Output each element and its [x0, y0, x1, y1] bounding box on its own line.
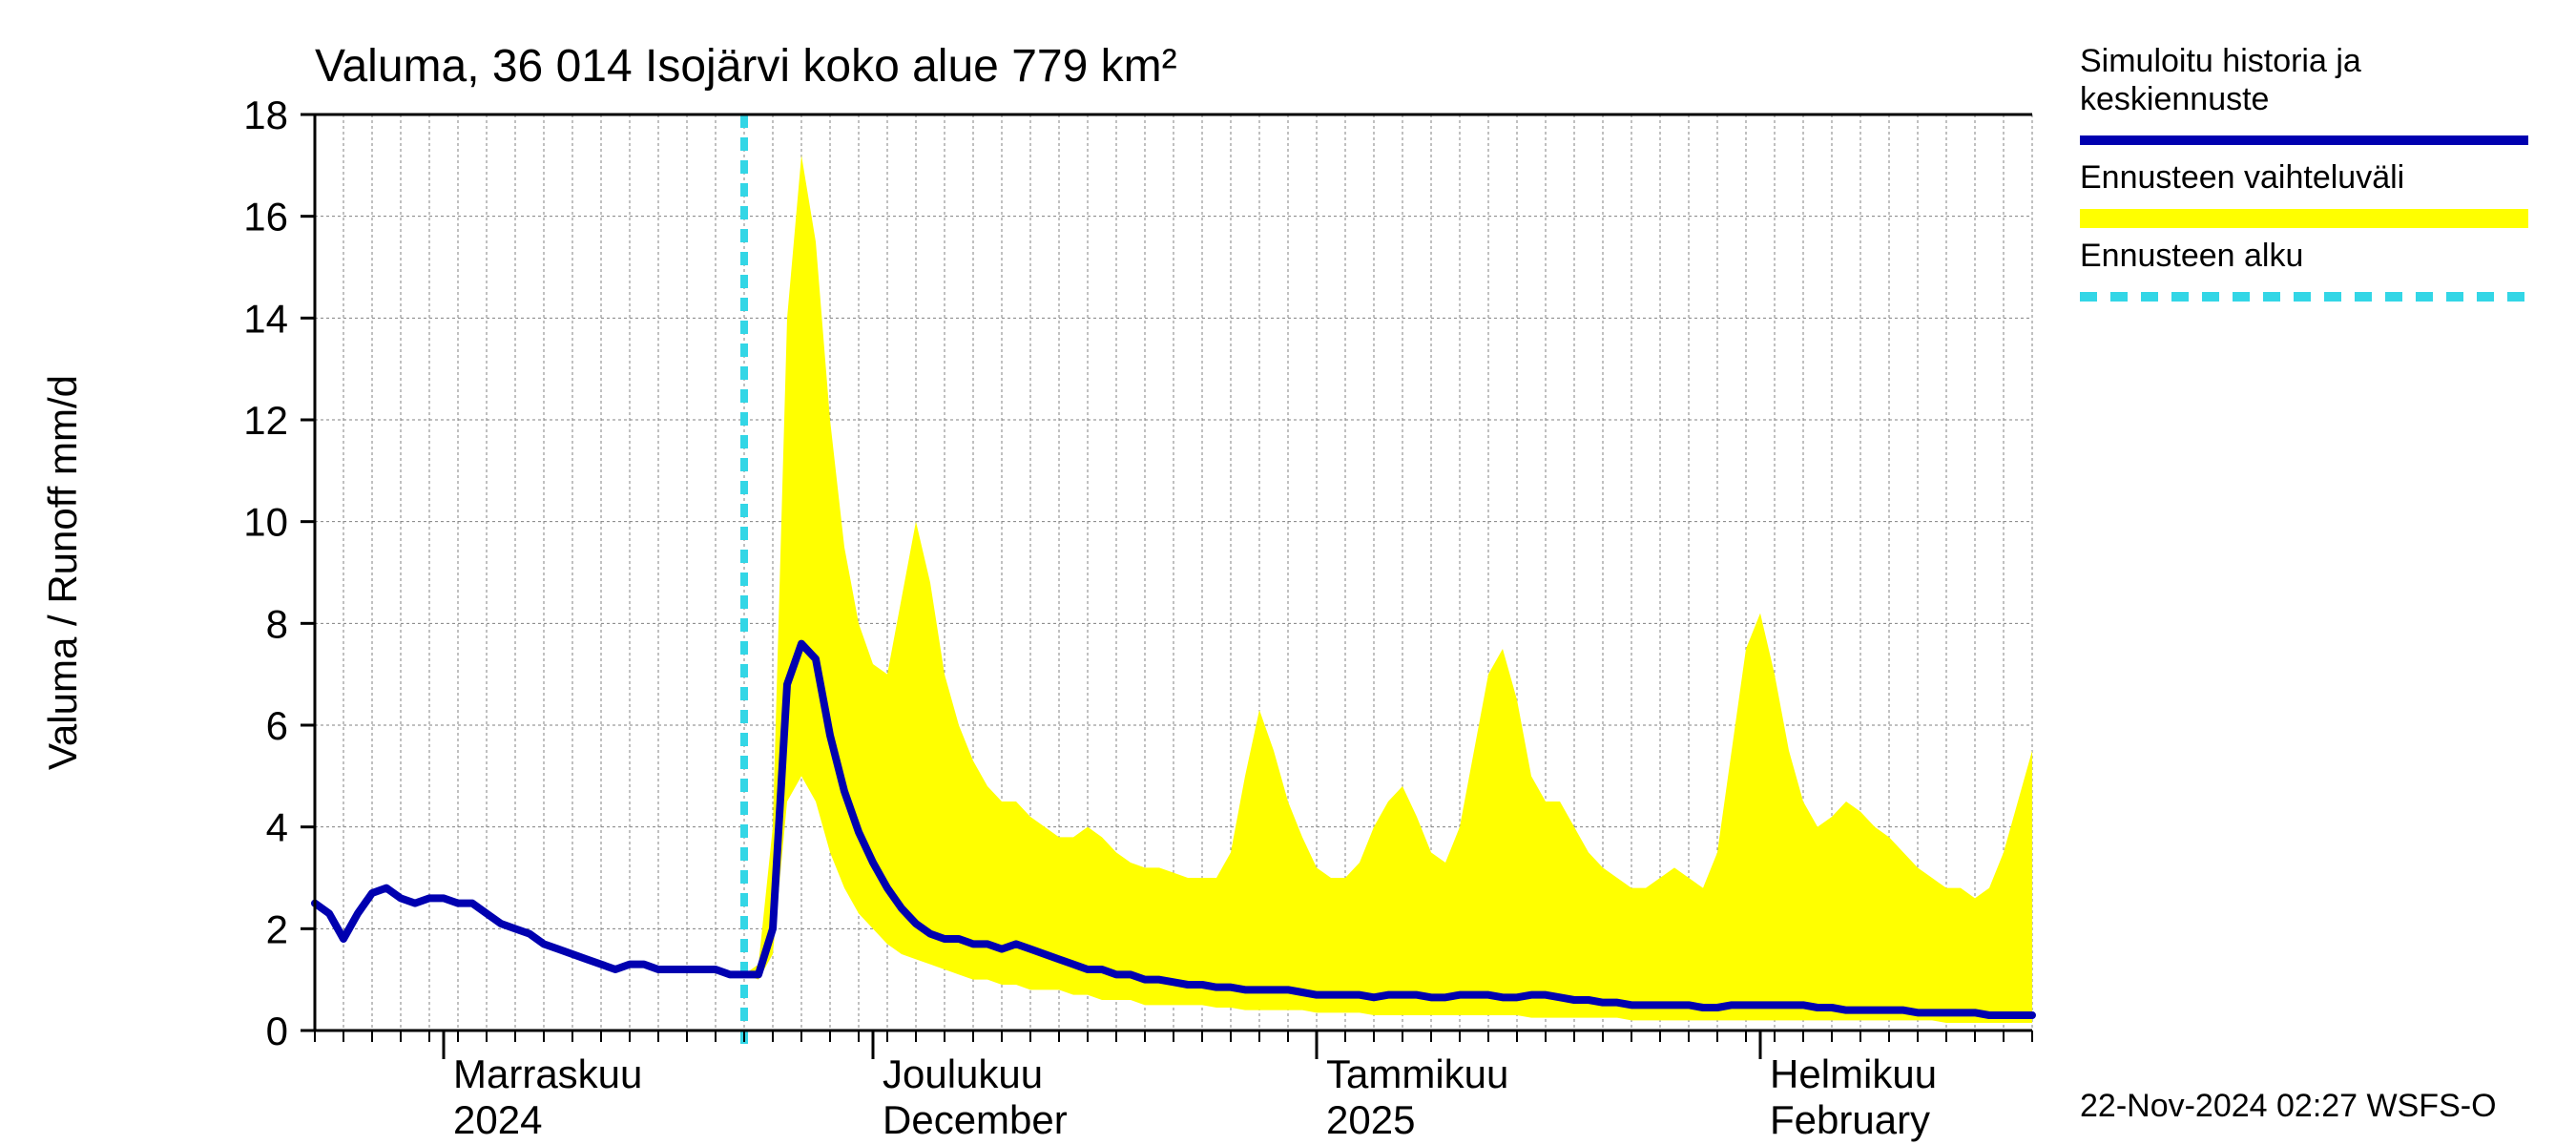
x-tick-label-top: Tammikuu [1326, 1051, 1508, 1096]
chart-title: Valuma, 36 014 Isojärvi koko alue 779 km… [315, 41, 1177, 92]
y-tick-label: 6 [266, 703, 288, 748]
chart-footer: 22-Nov-2024 02:27 WSFS-O [2080, 1088, 2497, 1124]
x-tick-label-top: Joulukuu [883, 1051, 1043, 1096]
y-tick-label: 16 [243, 195, 288, 239]
chart-container: 0 2 4 6 8 10 12 14 16 18 Marraskuu2024 JoulukuuDece… [0, 0, 2576, 1145]
y-tick-label: 8 [266, 601, 288, 646]
x-tick-label-bot: 2024 [453, 1097, 542, 1142]
y-tick-label: 4 [266, 805, 288, 850]
x-tick-label-top: Helmikuu [1770, 1051, 1937, 1096]
x-tick-label-bot: December [883, 1097, 1068, 1142]
y-tick-label: 2 [266, 906, 288, 951]
legend-label: Ennusteen alku [2080, 238, 2303, 274]
y-tick-label: 14 [243, 296, 288, 341]
runoff-chart: 0 2 4 6 8 10 12 14 16 18 Marraskuu2024 JoulukuuDece… [0, 0, 2576, 1145]
x-tick-label-top: Marraskuu [453, 1051, 642, 1096]
legend-label: Ennusteen vaihteluväli [2080, 159, 2404, 196]
legend-label: Simuloitu historia ja [2080, 43, 2361, 79]
y-tick-label: 18 [243, 93, 288, 137]
y-tick-label: 0 [266, 1009, 288, 1053]
y-axis-label: Valuma / Runoff mm/d [40, 375, 85, 770]
legend-label: keskiennuste [2080, 81, 2269, 117]
y-tick-label: 12 [243, 398, 288, 443]
x-tick-label-bot: February [1770, 1097, 1930, 1142]
legend-swatch-band [2080, 209, 2528, 228]
x-tick-label-bot: 2025 [1326, 1097, 1415, 1142]
y-tick-label: 10 [243, 500, 288, 545]
